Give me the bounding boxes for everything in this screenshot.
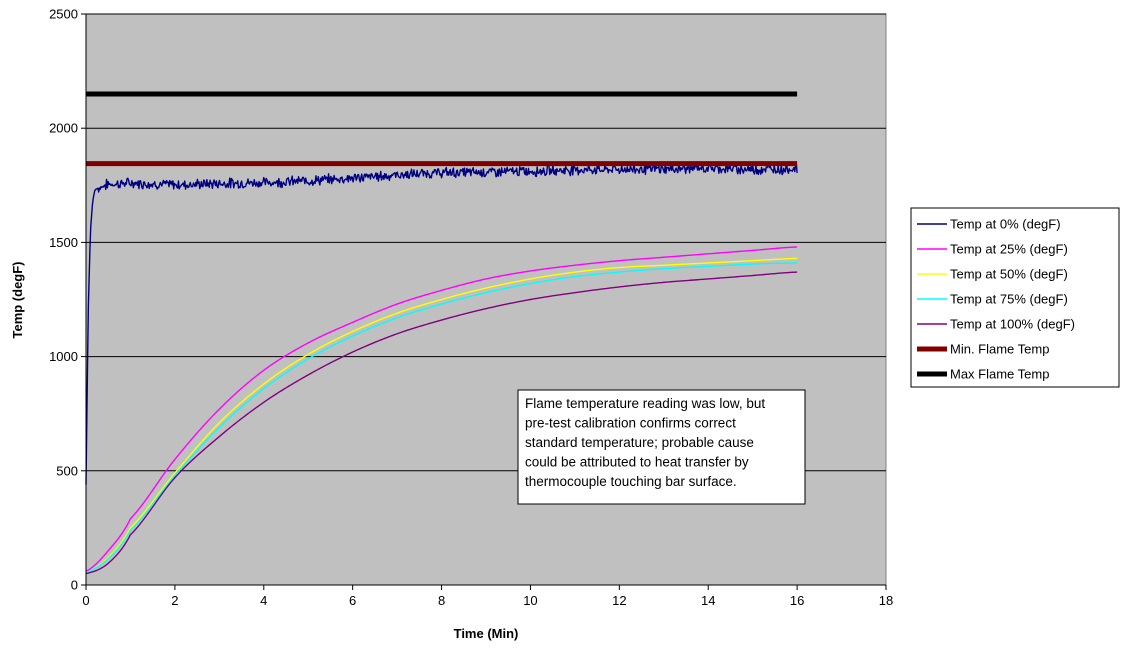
- x-tick-label-12: 12: [612, 593, 626, 608]
- x-tick-label-4: 4: [260, 593, 267, 608]
- x-tick-label-2: 2: [171, 593, 178, 608]
- series-line-1: [85, 246, 798, 572]
- series-line-2: [85, 257, 798, 574]
- legend: Temp at 0% (degF) Temp at 25% (degF) Temp …: [910, 207, 1120, 388]
- y-axis-title: Temp (degF): [10, 261, 25, 338]
- annotation-line-1: pre-test calibration confirms correct: [525, 416, 736, 431]
- x-axis-title: Time (Min): [454, 626, 519, 641]
- x-tick-label-6: 6: [349, 593, 356, 608]
- legend-label-1: Temp at 25% (degF): [950, 242, 1068, 257]
- x-tick-label-10: 10: [523, 593, 537, 608]
- annotation-line-4: thermocouple touching bar surface.: [525, 474, 737, 489]
- series-layer: [85, 91, 798, 575]
- y-tick-label-500: 500: [56, 463, 78, 478]
- y-tick-label-1000: 1000: [49, 349, 78, 364]
- legend-label-3: Temp at 75% (degF): [950, 292, 1068, 307]
- axes: [85, 14, 886, 586]
- legend-label-2: Temp at 50% (degF): [950, 267, 1068, 282]
- annotation-line-3: could be attributed to heat transfer by: [525, 455, 749, 470]
- legend-label-5: Min. Flame Temp: [950, 342, 1049, 357]
- x-tick-labels: 0 2 4 6 8 10 12 14 16 18: [82, 585, 893, 608]
- x-tick-label-0: 0: [82, 593, 89, 608]
- y-tick-label-1500: 1500: [49, 235, 78, 250]
- x-tick-label-16: 16: [790, 593, 804, 608]
- y-tick-label-2000: 2000: [49, 121, 78, 136]
- legend-label-4: Temp at 100% (degF): [950, 317, 1075, 332]
- y-tick-label-2500: 2500: [49, 7, 78, 22]
- annotation-box: Flame temperature reading was low, but pr…: [517, 389, 806, 505]
- legend-label-6: Max Flame Temp: [950, 367, 1049, 382]
- series-line-3: [85, 262, 798, 574]
- x-tick-label-18: 18: [879, 593, 893, 608]
- annotation-line-2: standard temperature; probable cause: [525, 435, 754, 450]
- x-tick-label-8: 8: [438, 593, 445, 608]
- x-tick-label-14: 14: [701, 593, 715, 608]
- annotation-line-0: Flame temperature reading was low, but: [525, 396, 765, 411]
- legend-label-0: Temp at 0% (degF): [950, 217, 1061, 232]
- y-tick-label-0: 0: [71, 578, 78, 593]
- series-line-4: [85, 271, 798, 575]
- y-tick-labels: 0 500 1000 1500 2000 2500: [49, 7, 86, 593]
